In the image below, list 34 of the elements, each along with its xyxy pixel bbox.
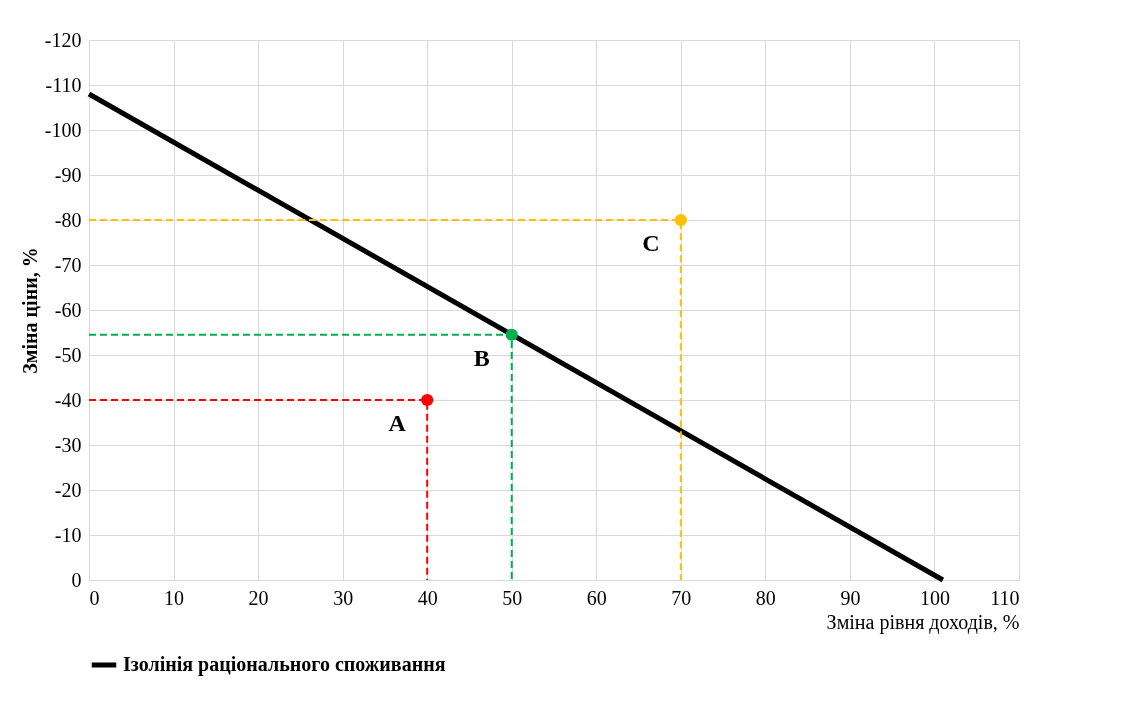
x-tick-label: 60	[586, 586, 607, 609]
y-tick-label: -80	[54, 208, 82, 231]
point	[505, 328, 518, 341]
x-tick-label: 30	[333, 586, 354, 609]
point	[674, 213, 687, 227]
x-tick-label: 110	[990, 586, 1020, 609]
x-axis-title: Зміна рівня доходів, %	[826, 610, 1020, 634]
y-tick-label: -110	[45, 73, 82, 96]
y-tick-label: -100	[44, 118, 82, 141]
x-tick-label: 100	[919, 586, 950, 609]
x-tick-label: 40	[417, 586, 438, 609]
y-tick-label: -120	[44, 28, 82, 51]
point	[421, 393, 434, 407]
legend-label: Ізолінія раціонального споживання	[123, 653, 446, 676]
x-tick-label: 50	[502, 586, 523, 609]
annotation: A	[388, 410, 407, 436]
y-tick-label: -50	[54, 343, 82, 366]
y-axis-title: Зміна ціни, %	[18, 247, 41, 374]
annotation: C	[642, 230, 660, 256]
y-tick-label: -40	[54, 388, 82, 411]
y-tick-label: -70	[54, 253, 82, 276]
x-tick-label: 0	[89, 586, 100, 609]
y-tick-label: -30	[54, 433, 82, 456]
y-tick-label: -10	[54, 523, 82, 546]
y-tick-label: -90	[54, 163, 82, 186]
x-tick-label: 90	[840, 586, 861, 609]
x-tick-label: 80	[755, 586, 776, 609]
y-tick-label: -20	[54, 478, 82, 501]
y-tick-label: -60	[54, 298, 82, 321]
x-tick-label: 70	[671, 586, 692, 609]
y-tick-label: 0	[71, 568, 82, 591]
x-tick-label: 20	[248, 586, 269, 609]
annotation: B	[473, 344, 490, 371]
x-tick-label: 10	[164, 586, 185, 609]
